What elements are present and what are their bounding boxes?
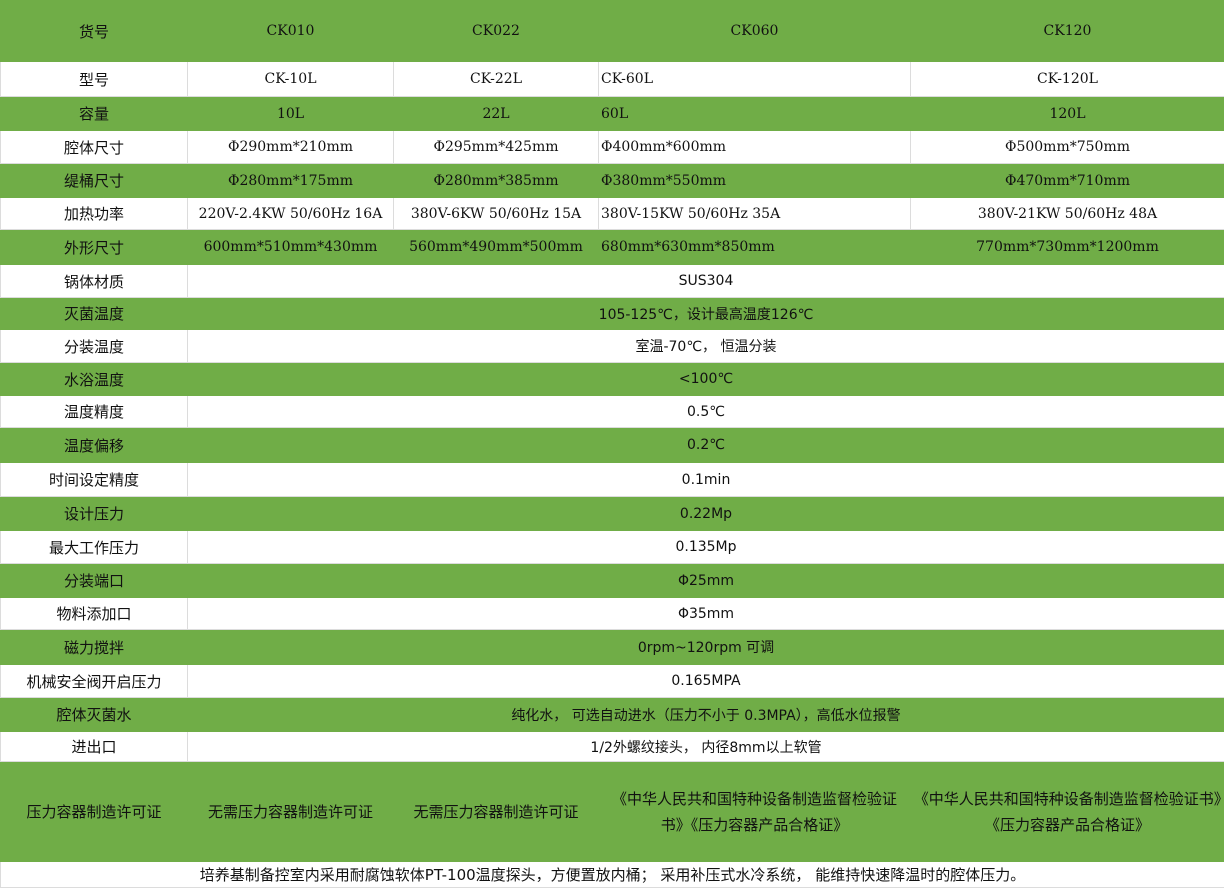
spec-cell: CK022	[394, 1, 599, 62]
row-label: 机械安全阀开启压力	[1, 665, 188, 698]
certificate-cell: 《中华人民共和国特种设备制造监督检验证书》《压力容器产品合格证》	[599, 762, 911, 862]
spec-cell: CK-22L	[394, 62, 599, 97]
spec-cell: CK120	[911, 1, 1224, 62]
spec-cell: 560mm*490mm*500mm	[394, 230, 599, 265]
row-label: 设计压力	[1, 497, 188, 531]
spec-cell: Φ400mm*600mm	[599, 131, 911, 164]
spec-value: SUS304	[188, 265, 1224, 298]
spec-value: <100℃	[188, 363, 1224, 396]
footer-note: 培养基制备控室内采用耐腐蚀软体PT-100温度探头，方便置放内桶； 采用补压式水…	[1, 862, 1224, 888]
row-label: 腔体尺寸	[1, 131, 188, 164]
row-label: 分装端口	[1, 564, 188, 598]
spec-value: Φ25mm	[188, 564, 1224, 598]
spec-cell: Φ380mm*550mm	[599, 164, 911, 198]
spec-cell: CK-60L	[599, 62, 911, 97]
spec-cell: 600mm*510mm*430mm	[188, 230, 394, 265]
certificate-cell: 无需压力容器制造许可证	[188, 762, 394, 862]
spec-cell: CK010	[188, 1, 394, 62]
spec-cell: 680mm*630mm*850mm	[599, 230, 911, 265]
row-label: 分装温度	[1, 330, 188, 363]
table-row: 压力容器制造许可证无需压力容器制造许可证无需压力容器制造许可证《中华人民共和国特…	[1, 762, 1224, 862]
spec-cell: Φ295mm*425mm	[394, 131, 599, 164]
row-label: 磁力搅拌	[1, 630, 188, 665]
row-label: 加热功率	[1, 198, 188, 230]
spec-value: Φ35mm	[188, 598, 1224, 630]
spec-cell: 380V-6KW 50/60Hz 15A	[394, 198, 599, 230]
table-row: 培养基制备控室内采用耐腐蚀软体PT-100温度探头，方便置放内桶； 采用补压式水…	[1, 862, 1224, 888]
row-label: 型号	[1, 62, 188, 97]
spec-cell: Φ290mm*210mm	[188, 131, 394, 164]
spec-cell: 380V-15KW 50/60Hz 35A	[599, 198, 911, 230]
spec-cell: 770mm*730mm*1200mm	[911, 230, 1224, 265]
row-label: 水浴温度	[1, 363, 188, 396]
spec-value: 1/2外螺纹接头， 内径8mm以上软管	[188, 732, 1224, 762]
spec-value: 0rpm~120rpm 可调	[188, 630, 1224, 665]
spec-cell: 10L	[188, 97, 394, 131]
table-row: 水浴温度<100℃	[1, 363, 1224, 396]
row-label: 最大工作压力	[1, 531, 188, 564]
spec-value: 室温-70℃， 恒温分装	[188, 330, 1224, 363]
spec-value: 0.1min	[188, 463, 1224, 497]
spec-value: 0.135Mp	[188, 531, 1224, 564]
spec-cell: 22L	[394, 97, 599, 131]
spec-cell: 120L	[911, 97, 1224, 131]
spec-cell: CK-10L	[188, 62, 394, 97]
spec-value: 0.5℃	[188, 396, 1224, 428]
spec-value: 0.165MPA	[188, 665, 1224, 698]
table-row: 腔体灭菌水纯化水， 可选自动进水（压力不小于 0.3MPA），高低水位报警	[1, 698, 1224, 732]
spec-value: 105-125℃，设计最高温度126℃	[188, 298, 1224, 330]
row-label: 温度精度	[1, 396, 188, 428]
spec-cell: Φ280mm*175mm	[188, 164, 394, 198]
row-label: 进出口	[1, 732, 188, 762]
spec-cell: CK-120L	[911, 62, 1224, 97]
row-label: 外形尺寸	[1, 230, 188, 265]
certificate-cell: 《中华人民共和国特种设备制造监督检验证书》《压力容器产品合格证》	[911, 762, 1224, 862]
row-label: 温度偏移	[1, 428, 188, 463]
row-label: 灭菌温度	[1, 298, 188, 330]
spec-value: 0.22Mp	[188, 497, 1224, 531]
row-label: 容量	[1, 97, 188, 131]
row-label: 货号	[1, 1, 188, 62]
row-label: 锅体材质	[1, 265, 188, 298]
spec-cell: 220V-2.4KW 50/60Hz 16A	[188, 198, 394, 230]
row-label: 缇桶尺寸	[1, 164, 188, 198]
spec-cell: Φ470mm*710mm	[911, 164, 1224, 198]
row-label: 腔体灭菌水	[1, 698, 188, 732]
spec-value: 0.2℃	[188, 428, 1224, 463]
spec-value: 纯化水， 可选自动进水（压力不小于 0.3MPA），高低水位报警	[188, 698, 1224, 732]
spec-cell: Φ280mm*385mm	[394, 164, 599, 198]
spec-cell: CK060	[599, 1, 911, 62]
spec-cell: 380V-21KW 50/60Hz 48A	[911, 198, 1224, 230]
row-label: 物料添加口	[1, 598, 188, 630]
certificate-cell: 无需压力容器制造许可证	[394, 762, 599, 862]
spec-cell: 60L	[599, 97, 911, 131]
row-label: 压力容器制造许可证	[1, 762, 188, 862]
row-label: 时间设定精度	[1, 463, 188, 497]
table-row: 分装温度室温-70℃， 恒温分装	[1, 330, 1224, 363]
spec-cell: Φ500mm*750mm	[911, 131, 1224, 164]
